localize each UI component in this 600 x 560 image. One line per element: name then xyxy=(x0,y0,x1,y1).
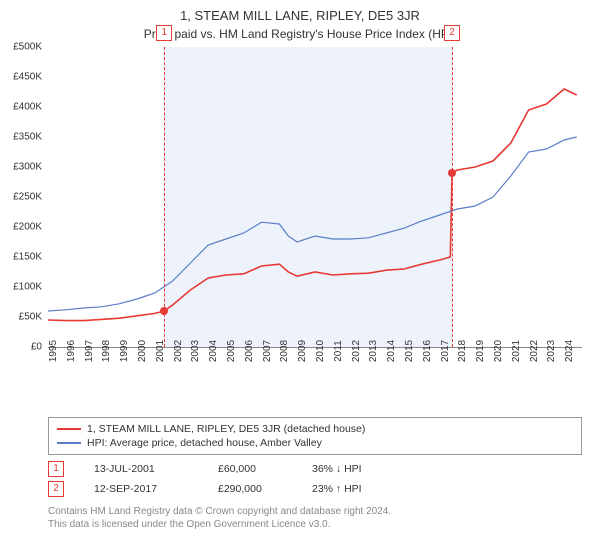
sale-point xyxy=(448,169,456,177)
xtick-label: 2017 xyxy=(440,340,451,362)
sale-delta: 36% ↓ HPI xyxy=(312,463,402,475)
legend-swatch-property xyxy=(57,428,81,430)
ytick-label: £100K xyxy=(13,282,42,293)
xtick-label: 2012 xyxy=(351,340,362,362)
footer: Contains HM Land Registry data © Crown c… xyxy=(48,505,582,531)
plot-region: £0£50K£100K£150K£200K£250K£300K£350K£400… xyxy=(48,47,582,348)
footer-line-2: This data is licensed under the Open Gov… xyxy=(48,518,582,531)
xtick-label: 2022 xyxy=(529,340,540,362)
legend-swatch-hpi xyxy=(57,442,81,444)
marker-line xyxy=(164,47,165,347)
xtick-label: 2014 xyxy=(386,340,397,362)
xtick-label: 2011 xyxy=(333,340,344,362)
xtick-label: 2004 xyxy=(208,340,219,362)
xtick-label: 2000 xyxy=(137,340,148,362)
xtick-label: 2006 xyxy=(244,340,255,362)
ytick-label: £200K xyxy=(13,222,42,233)
footer-line-1: Contains HM Land Registry data © Crown c… xyxy=(48,505,582,518)
sale-num: 2 xyxy=(48,481,64,497)
xtick-label: 2023 xyxy=(546,340,557,362)
page-subtitle: Price paid vs. HM Land Registry's House … xyxy=(0,23,600,47)
xtick-label: 1998 xyxy=(101,340,112,362)
xtick-label: 2021 xyxy=(511,340,522,362)
legend-row-hpi: HPI: Average price, detached house, Ambe… xyxy=(57,436,573,450)
ytick-label: £450K xyxy=(13,72,42,83)
xtick-label: 2008 xyxy=(279,340,290,362)
xtick-label: 2009 xyxy=(297,340,308,362)
xtick-label: 2024 xyxy=(564,340,575,362)
xtick-label: 2015 xyxy=(404,340,415,362)
ytick-label: £0 xyxy=(31,342,42,353)
xtick-label: 1999 xyxy=(119,340,130,362)
legend-row-property: 1, STEAM MILL LANE, RIPLEY, DE5 3JR (det… xyxy=(57,422,573,436)
sale-date: 13-JUL-2001 xyxy=(68,463,214,475)
legend-label-property: 1, STEAM MILL LANE, RIPLEY, DE5 3JR (det… xyxy=(87,423,365,435)
sale-delta: 23% ↑ HPI xyxy=(312,483,402,495)
xtick-label: 2020 xyxy=(493,340,504,362)
ytick-label: £350K xyxy=(13,132,42,143)
sale-date: 12-SEP-2017 xyxy=(68,483,214,495)
xtick-label: 2016 xyxy=(422,340,433,362)
sale-price: £290,000 xyxy=(218,483,308,495)
ytick-label: £150K xyxy=(13,252,42,263)
series-svg xyxy=(48,47,582,347)
xtick-label: 2013 xyxy=(368,340,379,362)
xtick-label: 2019 xyxy=(475,340,486,362)
sale-num: 1 xyxy=(48,461,64,477)
sales-table: 1 13-JUL-2001 £60,000 36% ↓ HPI 2 12-SEP-2017… xyxy=(0,461,600,497)
sale-price: £60,000 xyxy=(218,463,308,475)
xtick-label: 2007 xyxy=(262,340,273,362)
marker-box: 2 xyxy=(444,25,460,41)
ytick-label: £400K xyxy=(13,102,42,113)
xtick-label: 2018 xyxy=(457,340,468,362)
xtick-label: 2005 xyxy=(226,340,237,362)
legend: 1, STEAM MILL LANE, RIPLEY, DE5 3JR (det… xyxy=(48,417,582,455)
chart-area: £0£50K£100K£150K£200K£250K£300K£350K£400… xyxy=(48,47,582,377)
ytick-label: £300K xyxy=(13,162,42,173)
marker-line xyxy=(452,47,453,347)
ytick-label: £250K xyxy=(13,192,42,203)
series-line-hpi xyxy=(48,137,577,311)
legend-label-hpi: HPI: Average price, detached house, Ambe… xyxy=(87,437,322,449)
page-title: 1, STEAM MILL LANE, RIPLEY, DE5 3JR xyxy=(0,0,600,23)
xtick-label: 1997 xyxy=(84,340,95,362)
series-line-property xyxy=(48,89,577,321)
xtick-label: 2002 xyxy=(173,340,184,362)
sale-row: 1 13-JUL-2001 £60,000 36% ↓ HPI xyxy=(48,461,582,477)
sale-row: 2 12-SEP-2017 £290,000 23% ↑ HPI xyxy=(48,481,582,497)
sale-point xyxy=(160,307,168,315)
xtick-label: 2010 xyxy=(315,340,326,362)
xtick-label: 1995 xyxy=(48,340,59,362)
xtick-label: 1996 xyxy=(66,340,77,362)
ytick-label: £500K xyxy=(13,42,42,53)
chart-container: 1, STEAM MILL LANE, RIPLEY, DE5 3JR Pric… xyxy=(0,0,600,560)
marker-box: 1 xyxy=(156,25,172,41)
ytick-label: £50K xyxy=(19,312,42,323)
xtick-label: 2003 xyxy=(190,340,201,362)
